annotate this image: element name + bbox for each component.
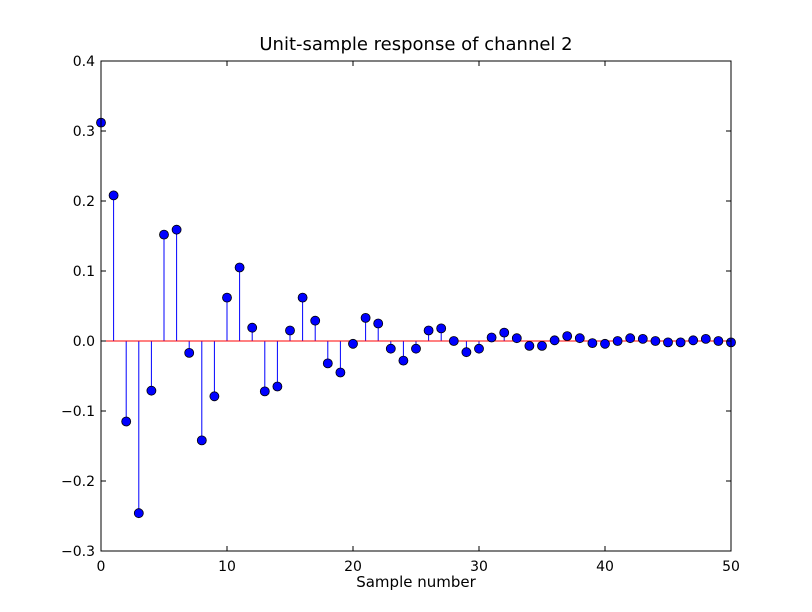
x-tick-label: 50 — [722, 559, 740, 575]
x-tick-label: 10 — [218, 559, 236, 575]
x-tick-label: 0 — [97, 559, 106, 575]
data-point — [486, 332, 497, 343]
data-point — [411, 343, 421, 354]
data-point — [196, 435, 207, 446]
data-point — [222, 292, 232, 303]
data-point — [234, 262, 245, 273]
data-point — [322, 358, 333, 369]
x-tick-label: 20 — [344, 559, 362, 575]
data-point — [146, 385, 157, 396]
data-point — [259, 386, 270, 397]
data-point — [108, 190, 119, 201]
data-point — [398, 355, 409, 366]
data-point — [549, 335, 560, 346]
data-point — [574, 333, 585, 344]
data-point — [310, 315, 321, 326]
data-point — [600, 338, 610, 349]
data-point — [348, 338, 358, 349]
data-point — [184, 347, 195, 358]
y-tick-label: −0.3 — [61, 544, 95, 560]
axis-ticks: 0 10 20 30 40 50 −0.3 −0.2 −0.1 0.0 0.1 0.2 0.3 0.4 — [61, 54, 740, 575]
data-point — [285, 325, 295, 336]
data-point — [335, 367, 346, 378]
data-point — [373, 318, 384, 329]
chart-title: Unit-sample response of channel 2 — [259, 34, 572, 55]
data-point — [537, 340, 547, 351]
x-tick-label: 40 — [596, 559, 614, 575]
data-point — [247, 322, 258, 333]
data-point — [700, 333, 711, 344]
data-point — [209, 391, 220, 402]
data-point — [360, 312, 371, 323]
data-point — [423, 325, 434, 336]
y-tick-label: −0.2 — [61, 474, 95, 490]
data-point — [650, 336, 661, 346]
y-tick-label: 0.1 — [73, 264, 95, 280]
data-point — [663, 337, 673, 348]
y-tick-label: 0.0 — [73, 334, 95, 350]
data-point — [121, 416, 132, 427]
data-point — [448, 336, 459, 346]
data-point — [499, 327, 510, 338]
data-point — [713, 336, 724, 346]
plot-area — [96, 117, 736, 519]
data-point — [474, 343, 484, 354]
data-point — [461, 347, 472, 358]
data-point — [159, 229, 169, 240]
data-point — [385, 343, 396, 354]
data-point — [562, 331, 573, 342]
data-point — [511, 333, 522, 344]
y-tick-label: 0.4 — [73, 54, 95, 70]
data-point — [171, 224, 182, 235]
data-point — [133, 508, 144, 519]
data-point — [272, 381, 283, 392]
data-point — [625, 333, 636, 344]
x-axis-label: Sample number — [356, 573, 476, 591]
y-tick-label: 0.2 — [73, 194, 95, 210]
data-point — [297, 292, 308, 303]
x-tick-label: 30 — [470, 559, 488, 575]
data-point — [587, 338, 598, 349]
data-point — [675, 337, 686, 348]
data-point — [524, 340, 535, 351]
y-tick-label: −0.1 — [61, 404, 95, 420]
data-point — [688, 335, 699, 346]
data-point — [637, 333, 648, 344]
plot-frame — [100, 60, 732, 552]
data-point — [612, 336, 623, 346]
y-tick-label: 0.3 — [73, 124, 95, 140]
data-point — [436, 323, 447, 334]
